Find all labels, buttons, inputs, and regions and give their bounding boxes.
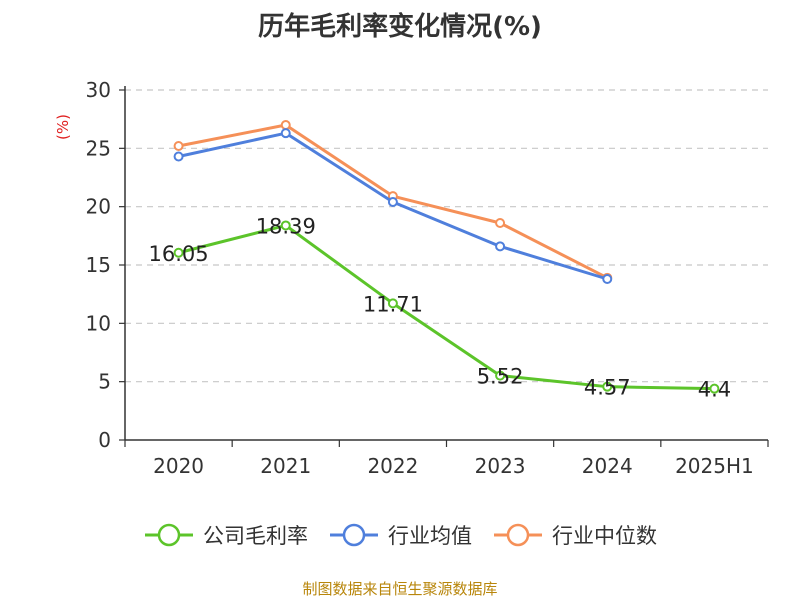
y-tick-label: 30: [86, 78, 111, 102]
y-tick-label: 0: [98, 428, 111, 452]
data-labels: 16.05 18.39 11.71 5.52 4.57 4.4: [149, 214, 732, 401]
legend-item[interactable]: 行业中位数: [492, 520, 657, 550]
series-line: [178, 223, 715, 391]
y-tick-label: 20: [86, 195, 111, 219]
data-point: [387, 197, 398, 207]
y-tick-label: 5: [98, 370, 111, 394]
y-axis-label: (%): [54, 114, 72, 140]
data-label: 4.4: [698, 378, 731, 402]
data-point: [280, 220, 291, 231]
legend-item[interactable]: 行业均值: [328, 520, 472, 550]
x-tick-label: 2023: [475, 454, 526, 478]
y-tick-label: 10: [86, 311, 111, 335]
x-tick-label: 2025H1: [675, 454, 754, 478]
x-tick-label: 2024: [582, 454, 633, 478]
gridlines: [125, 89, 768, 383]
legend-item[interactable]: 公司毛利率: [143, 520, 308, 550]
x-tick-label: 2021: [260, 454, 311, 478]
data-point: [280, 128, 291, 139]
data-label: 4.57: [584, 376, 631, 400]
y-tick-label: 25: [86, 136, 111, 160]
y-tick-label: 15: [86, 253, 111, 277]
data-point: [280, 120, 291, 130]
data-point: [709, 383, 720, 394]
x-tick-label: 2022: [367, 454, 418, 478]
axes: 0 5 10 15 20 25 30 2020 2021 2022 2023 2024 2025H1 (%…: [54, 78, 769, 478]
legend-marker-icon: [330, 523, 378, 547]
data-point: [387, 298, 398, 309]
data-point: [495, 241, 506, 252]
data-label: 5.52: [477, 365, 524, 389]
data-label: 11.71: [363, 292, 423, 316]
source-note: 制图数据来自恒生聚源数据库: [302, 580, 498, 598]
series-lines: [173, 120, 720, 394]
data-point: [173, 141, 184, 151]
chart-title: 历年毛利率变化情况(%): [258, 12, 542, 42]
data-point: [495, 218, 506, 228]
legend-marker-icon: [145, 523, 193, 547]
data-label: 16.05: [149, 242, 209, 266]
legend-marker-icon: [494, 523, 542, 547]
legend-label: 行业中位数: [552, 524, 657, 548]
legend-label: 行业均值: [388, 524, 472, 548]
data-point: [173, 247, 184, 258]
data-point: [602, 381, 613, 392]
legend-label: 公司毛利率: [203, 524, 308, 548]
data-point: [173, 151, 184, 162]
legend: 公司毛利率 行业均值 行业中位数: [0, 520, 800, 550]
data-point: [602, 274, 613, 284]
x-tick-label: 2020: [153, 454, 204, 478]
data-point: [495, 370, 506, 381]
data-label: 18.39: [256, 214, 316, 238]
